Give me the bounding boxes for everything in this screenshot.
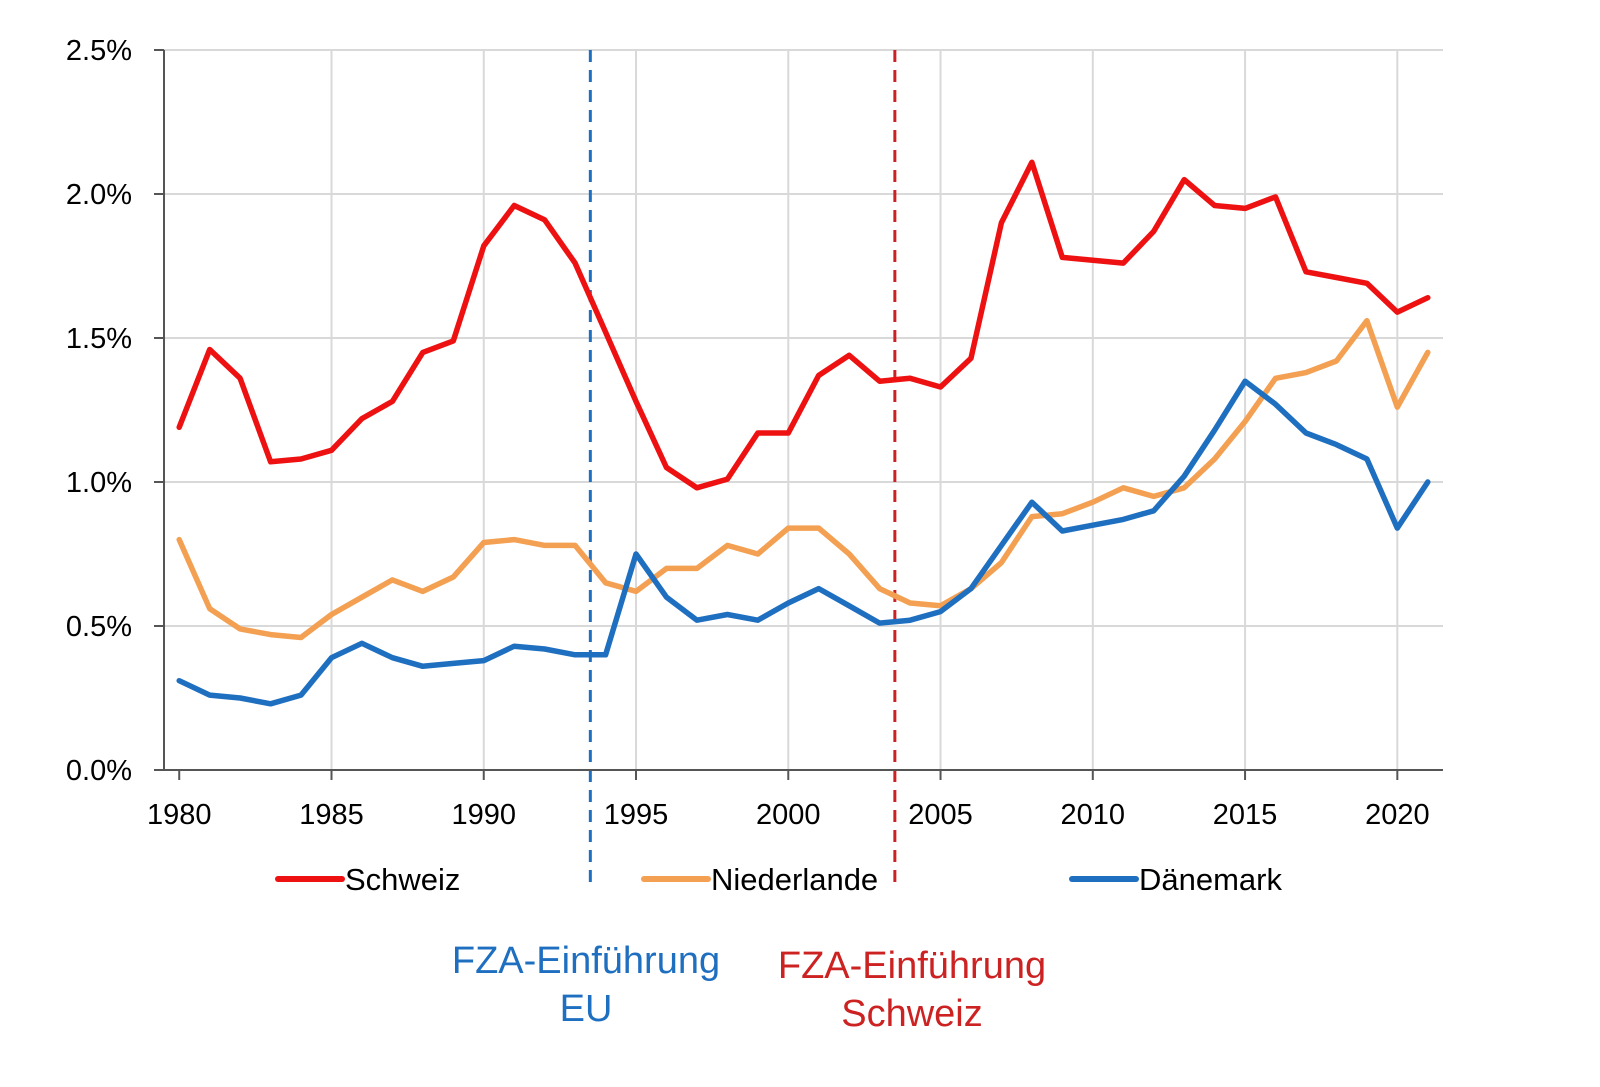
series-lines	[176, 159, 1431, 707]
annotation-label: EU	[560, 988, 613, 1030]
y-tick-label: 0.0%	[66, 755, 132, 787]
legend-label: Dänemark	[1139, 862, 1282, 897]
legend-label: Niederlande	[711, 862, 878, 897]
series-line-niederlande	[176, 317, 1431, 641]
y-tick-label: 1.0%	[66, 467, 132, 499]
x-tick-label: 1990	[451, 799, 516, 831]
legend-label: Schweiz	[345, 862, 460, 897]
x-tick-label: 2010	[1061, 799, 1126, 831]
annotation-labels: FZA-Einführung EU FZA-Einführung Schweiz	[452, 940, 1046, 1035]
x-tick-label: 1985	[299, 799, 364, 831]
x-tick-label: 2020	[1365, 799, 1430, 831]
grid-layer	[164, 49, 1443, 770]
x-tick-label: 1995	[604, 799, 669, 831]
y-tick-label: 2.5%	[66, 35, 132, 67]
x-tick-label: 2015	[1213, 799, 1278, 831]
legend: Schweiz Niederlande Dänemark	[275, 862, 1282, 897]
y-tick-label: 0.5%	[66, 611, 132, 643]
y-tick-label: 2.0%	[66, 179, 132, 211]
series-line-dänemark	[176, 378, 1431, 707]
annotation-label: FZA-Einführung	[452, 940, 720, 982]
x-tick-label: 2005	[908, 799, 973, 831]
y-tick-label: 1.5%	[66, 323, 132, 355]
annotation-label: FZA-Einführung	[778, 945, 1046, 987]
series-line-schweiz	[176, 159, 1431, 491]
x-tick-label: 2000	[756, 799, 821, 831]
annotation-label: Schweiz	[841, 993, 983, 1035]
axes: 0.0% 0.5% 1.0% 1.5% 2.0% 2.5% 1980 1985 1990 1995…	[66, 35, 1443, 831]
x-tick-label: 1980	[147, 799, 212, 831]
